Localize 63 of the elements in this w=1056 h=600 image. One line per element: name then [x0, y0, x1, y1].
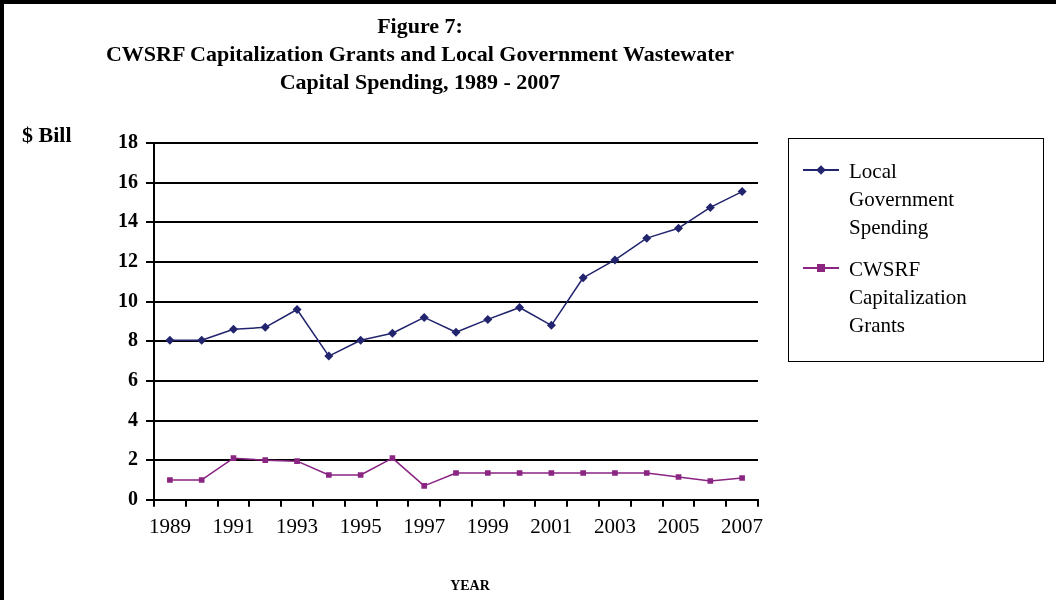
x-tick-label: 2005	[657, 513, 700, 538]
legend-label: CWSRF Capitalization Grants	[849, 256, 968, 339]
y-tick-label: 18	[118, 130, 138, 153]
point	[451, 327, 461, 337]
y-tick-label: 8	[128, 328, 138, 351]
point	[326, 472, 332, 478]
point	[198, 477, 205, 483]
y-tick-label: 6	[128, 368, 138, 391]
point	[357, 472, 364, 478]
point	[707, 478, 714, 484]
point	[421, 483, 428, 489]
point	[387, 328, 397, 338]
point	[515, 303, 525, 313]
x-tick-label: 1995	[339, 513, 382, 538]
y-tick-label: 4	[128, 407, 138, 430]
point	[165, 335, 175, 345]
point	[262, 457, 269, 463]
y-tick-label: 12	[118, 249, 138, 272]
point	[610, 255, 620, 265]
x-tick-label: 2001	[530, 513, 573, 538]
x-tick-label: 2003	[593, 513, 636, 538]
point	[580, 470, 586, 476]
point	[578, 273, 588, 283]
point	[739, 475, 745, 481]
x-tick-label: 1991	[212, 513, 255, 538]
point	[674, 223, 684, 233]
y-tick-label: 2	[128, 447, 138, 470]
point	[260, 322, 270, 332]
chart-title: Figure 7: CWSRF Capitalization Grants and Local Government Wastewater Capital Spending, 1989 - 2007	[104, 12, 736, 96]
y-tick-label: 10	[118, 288, 138, 311]
point	[516, 470, 523, 476]
point	[324, 351, 334, 361]
point	[737, 187, 747, 197]
point	[612, 470, 618, 476]
legend-label: Local Government Spending	[849, 158, 955, 241]
point	[675, 474, 682, 480]
point	[356, 335, 366, 345]
y-tick-label: 0	[128, 486, 138, 509]
point	[548, 470, 555, 476]
point	[419, 312, 429, 322]
x-tick-label: 1993	[276, 513, 319, 538]
point	[197, 335, 207, 345]
x-tick-label: 1999	[466, 513, 509, 538]
y-axis-title: $ Bill	[22, 122, 72, 148]
point	[294, 458, 300, 464]
x-axis-title: YEAR	[449, 578, 491, 594]
point	[167, 477, 173, 483]
point	[483, 314, 493, 324]
point	[643, 470, 650, 476]
point	[453, 470, 459, 476]
point	[230, 455, 237, 461]
point	[546, 320, 556, 330]
point	[389, 455, 396, 461]
point	[228, 324, 238, 334]
point	[705, 202, 715, 212]
y-tick-label: 14	[118, 209, 138, 232]
x-tick-label: 2007	[721, 513, 764, 538]
point	[642, 233, 652, 243]
point	[292, 305, 302, 315]
y-tick-label: 16	[118, 169, 138, 192]
x-tick-label: 1989	[148, 513, 191, 538]
x-tick-label: 1997	[403, 513, 446, 538]
point	[484, 470, 491, 476]
